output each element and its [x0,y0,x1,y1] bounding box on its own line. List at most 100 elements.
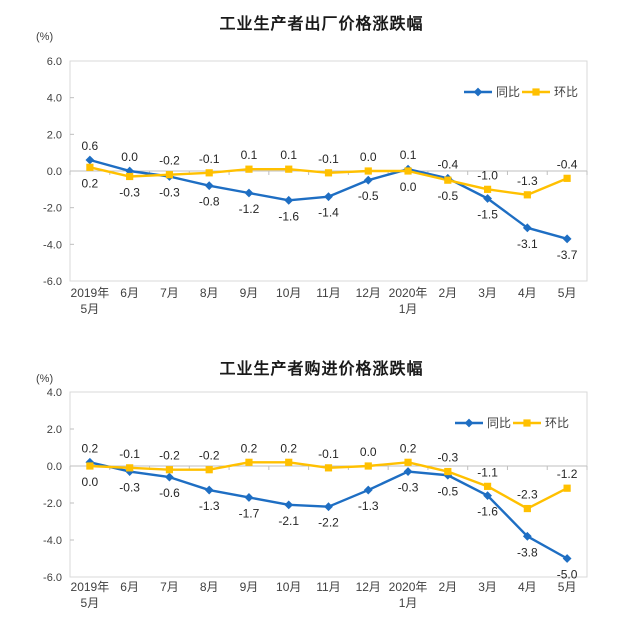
y-axis-tick-label: -6.0 [43,276,62,288]
x-axis-label: 7月 [160,580,179,594]
value-label: -1.3 [517,174,538,188]
yoy-marker [522,531,532,541]
x-axis-label: 2019年 [71,580,110,594]
x-axis-label: 2019年 [71,286,110,300]
value-label: -1.2 [557,467,578,481]
value-label: -1.3 [199,499,220,513]
factory-gate-price-chart: 工业生产者出厂价格涨跌幅 (%) -6.0 -4.0 -2.0 0.0 2.0 4.0 6.… [36,16,588,316]
yoy-marker [324,502,333,512]
yoy-marker [125,467,135,476]
mom-marker [205,169,213,177]
legend-square-icon [532,88,540,96]
x-axis-label: 2月 [438,286,457,300]
x-axis-label: 9月 [240,286,259,300]
mom-marker [523,191,531,199]
value-label: 0.1 [280,148,297,162]
mom-marker [86,462,94,470]
mom-marker [165,466,174,474]
value-label: 0.2 [280,441,297,455]
value-label: 0.0 [360,445,377,459]
value-label: -0.8 [199,195,220,209]
mom-marker [165,171,174,179]
yoy-marker [204,181,214,191]
unit-label: (%) [36,31,54,43]
x-axis-label: 1月 [399,596,418,610]
value-label: -0.4 [557,157,578,171]
chart-title: 工业生产者购进价格涨跌幅 [219,361,424,378]
mom-marker [245,165,253,173]
value-label: -2.3 [517,488,538,502]
y-axis-tick-label: -2.0 [43,203,62,215]
x-axis-label: 5月 [81,302,100,316]
value-label: -0.1 [318,447,339,461]
legend-label: 同比 [487,416,511,430]
yoy-marker [324,192,333,202]
value-label: -1.5 [477,208,498,222]
value-label: 0.0 [400,180,417,194]
value-label: -0.5 [437,189,458,203]
y-axis-tick-label: 2.0 [47,424,62,436]
value-label: 0.1 [241,148,258,162]
value-label: -0.1 [119,447,140,461]
legend-label: 环比 [554,85,578,99]
mom-marker [563,484,571,492]
yoy-marker [284,195,294,205]
x-axis-label: 2020年 [389,286,428,300]
x-axis-label: 12月 [356,286,381,300]
value-label: 0.2 [241,441,258,455]
mom-marker [404,458,412,466]
value-label: -1.6 [477,505,498,519]
value-label: 0.2 [82,441,99,455]
x-axis-label: 2020年 [389,580,428,594]
value-label: 0.0 [360,150,377,164]
yoy-marker [284,500,294,510]
value-label: -3.7 [557,248,578,262]
yoy-marker [483,194,492,203]
mom-marker [483,185,492,193]
legend-item-mom: 环比 [513,416,569,430]
x-axis-label: 11月 [316,286,340,300]
yoy-marker [165,472,174,482]
x-axis-label: 2月 [438,580,457,594]
x-axis-label: 5月 [558,580,577,594]
legend-label: 环比 [545,416,569,430]
mom-marker [483,482,492,490]
x-axis-label: 12月 [356,580,381,594]
mom-marker [245,458,253,466]
purchase-price-chart: 工业生产者购进价格涨跌幅 (%) -6.0 -4.0 -2.0 0.0 2.0 4.0 0.… [0,345,643,629]
legend-diamond-icon [473,87,483,97]
plot-border [69,391,588,578]
value-label: -0.1 [318,152,339,166]
mom-marker [364,167,372,175]
x-axis-label: 6月 [120,286,139,300]
mom-marker [285,165,293,173]
yoy-marker [483,491,492,500]
value-label: -0.5 [437,484,458,498]
value-label: -0.2 [199,449,220,463]
value-label: -0.2 [159,449,180,463]
value-label: -0.6 [159,486,180,500]
mom-marker [364,462,372,470]
x-axis-label: 7月 [160,286,179,300]
x-axis-label: 5月 [81,596,100,610]
mom-marker [126,464,134,472]
value-label: 0.0 [82,475,99,489]
mom-marker [324,464,333,472]
legend-item-yoy: 同比 [464,85,520,99]
value-label: -1.1 [477,465,498,479]
yoy-marker [85,155,95,165]
value-label: -3.1 [517,237,538,251]
yoy-marker [403,467,413,476]
value-label: -0.4 [437,157,458,171]
y-axis-tick-label: 4.0 [47,93,62,105]
yoy-marker [522,223,532,233]
mom-marker [205,466,213,474]
value-label: 0.0 [121,150,138,164]
legend-item-mom: 环比 [522,85,578,99]
yoy-marker [363,485,373,495]
value-label: -2.1 [278,514,299,528]
value-label: -0.5 [358,189,379,203]
legend-square-icon [523,419,531,427]
value-label: -2.2 [318,516,339,530]
